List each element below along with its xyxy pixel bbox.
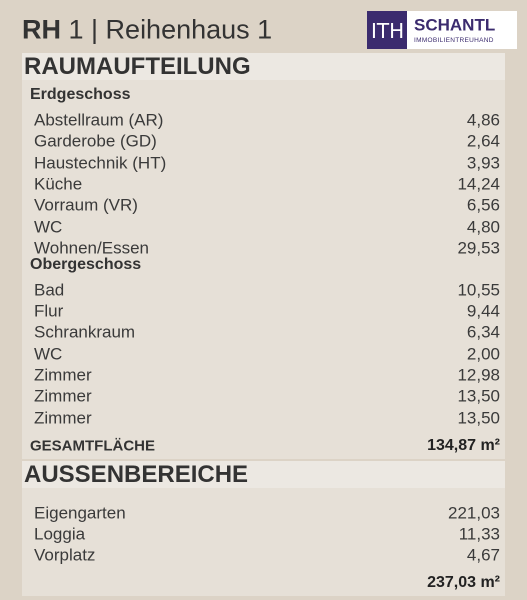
room-name: Vorraum (VR) bbox=[34, 195, 138, 215]
room-area: 10,55 bbox=[457, 280, 500, 300]
room-area: 3,93 bbox=[466, 153, 500, 173]
section-header-band bbox=[22, 460, 505, 488]
room-name: WC bbox=[34, 217, 63, 236]
room-area: 221,03 bbox=[448, 503, 500, 523]
room-name: Loggia bbox=[34, 524, 86, 544]
logo-name: SCHANTL bbox=[414, 15, 496, 35]
room-area: 9,44 bbox=[466, 301, 500, 321]
room-name: Küche bbox=[34, 174, 83, 194]
total-label: GESAMTFLÄCHE bbox=[30, 437, 155, 455]
section-panel bbox=[22, 80, 505, 459]
room-area: 6,56 bbox=[466, 195, 500, 215]
title-bold: RH bbox=[22, 14, 61, 45]
room-area: 11,33 bbox=[458, 524, 500, 544]
room-name: Zimmer bbox=[34, 386, 92, 406]
logo-box bbox=[407, 11, 517, 49]
total-value: 134,87 m² bbox=[427, 436, 500, 454]
section-header-band bbox=[22, 53, 505, 80]
room-area: 2,64 bbox=[466, 131, 500, 151]
room-area: 2,00 bbox=[466, 344, 500, 364]
logo-tagline: IMMOBILIENTREUHAND bbox=[414, 36, 494, 44]
room-name: Wohnen/Essen bbox=[34, 238, 149, 258]
room-name: Vorplatz bbox=[34, 545, 96, 565]
group-title: Erdgeschoss bbox=[30, 86, 131, 103]
total-value: 237,03 m² bbox=[427, 574, 500, 592]
logo-mark-box bbox=[367, 11, 407, 49]
room-area: 13,50 bbox=[457, 408, 500, 428]
room-area: 29,53 bbox=[457, 238, 500, 258]
room-name: Schrankraum bbox=[34, 322, 136, 342]
section-title: RAUMAUFTEILUNG bbox=[24, 53, 251, 80]
section-title: AUSSENBEREICHE bbox=[24, 460, 249, 488]
room-name: Haustechnik (HT) bbox=[34, 153, 167, 173]
room-name: Bad bbox=[34, 280, 65, 300]
room-name: Eigengarten bbox=[34, 503, 126, 523]
section-panel bbox=[22, 487, 505, 597]
room-name: Zimmer bbox=[34, 408, 92, 428]
room-area: 14,24 bbox=[457, 174, 500, 194]
logo-mark: ITH bbox=[371, 19, 405, 43]
room-name: Abstellraum (AR) bbox=[34, 110, 164, 130]
title-text: 1 | Reihenhaus 1 bbox=[68, 14, 273, 45]
room-name: Garderobe (GD) bbox=[34, 131, 157, 151]
room-area: 4,67 bbox=[466, 545, 500, 565]
room-area: 6,34 bbox=[466, 322, 500, 342]
room-name: Flur bbox=[34, 301, 64, 321]
room-area: 4,80 bbox=[466, 217, 500, 236]
room-area: 4,86 bbox=[466, 110, 500, 130]
title: RH 1 | Reihenhaus 1 bbox=[22, 14, 273, 45]
room-area: 12,98 bbox=[457, 365, 500, 385]
group-title: Obergeschoss bbox=[30, 255, 142, 273]
room-name: WC bbox=[34, 344, 63, 364]
room-area: 13,50 bbox=[457, 386, 500, 406]
room-name: Zimmer bbox=[34, 365, 92, 385]
